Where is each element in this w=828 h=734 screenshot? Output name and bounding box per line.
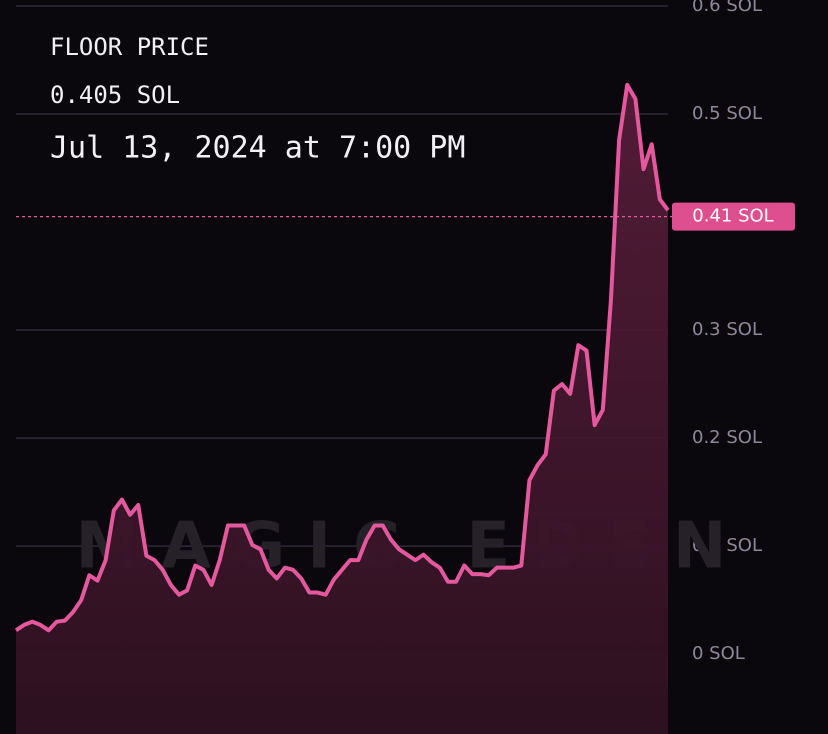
chart-title: FLOOR PRICE — [50, 33, 209, 61]
y-tick-label: 0.3 SOL — [692, 319, 762, 340]
y-tick-label: 0.6 SOL — [692, 0, 762, 16]
price-value: 0.405 SOL — [50, 81, 180, 109]
y-tick-label: 0.1 SOL — [692, 535, 762, 556]
timestamp: Jul 13, 2024 at 7:00 PM — [50, 131, 465, 166]
area-fill — [16, 84, 668, 734]
price-line — [14, 82, 670, 633]
last-price-label: 0.41 SOL — [692, 206, 773, 227]
y-tick-label: 0 SOL — [692, 643, 745, 664]
last-price-badge — [672, 202, 795, 231]
y-tick-label: 0.5 SOL — [692, 103, 762, 124]
y-tick-label: 0.2 SOL — [692, 427, 762, 448]
